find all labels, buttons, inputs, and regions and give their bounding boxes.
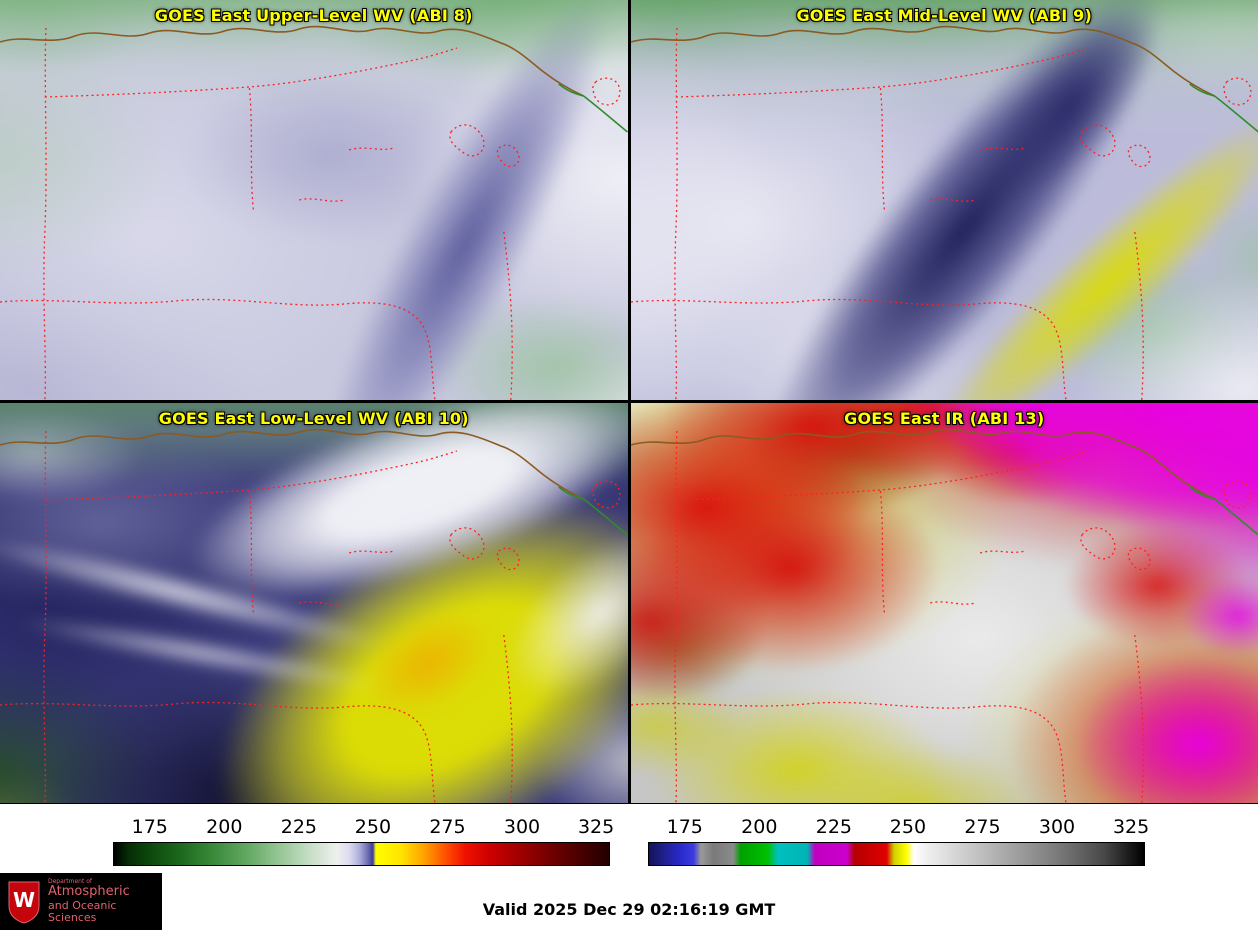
logo-text: Department of Atmospheric and Oceanic Sc… — [48, 877, 155, 925]
ir-tick-label: 175 — [666, 816, 703, 838]
colorbar-section: 175 200 225 250 275 300 325 175 200 225 … — [0, 804, 1258, 873]
panel-title-mid-wv: GOES East Mid-Level WV (ABI 9) — [796, 6, 1093, 25]
wv-colorbar-block: 175 200 225 250 275 300 325 — [113, 816, 615, 873]
ir-tick-label: 250 — [889, 816, 927, 838]
logo-dept-line: Department of — [48, 877, 92, 885]
panel-title-upper-wv: GOES East Upper-Level WV (ABI 8) — [154, 6, 473, 25]
ir-tick-label: 275 — [964, 816, 1001, 838]
satellite-grid: GOES East Upper-Level WV (ABI 8) GOES Ea… — [0, 0, 1258, 804]
ir-colorbar-block: 175 200 225 250 275 300 325 — [648, 816, 1150, 873]
wv-tick-label: 200 — [206, 816, 243, 838]
ir-tick-label: 300 — [1038, 816, 1076, 838]
map-boundaries-overlay — [0, 25, 628, 400]
ir-colorbar-ticks: 175 200 225 250 275 300 325 — [648, 816, 1150, 840]
valid-time-label: Valid 2025 Dec 29 02:16:19 GMT — [482, 900, 776, 919]
panel-upper-level-wv: GOES East Upper-Level WV (ABI 8) — [0, 0, 628, 400]
uw-crest-icon: W — [8, 881, 40, 924]
ir-imagery — [630, 403, 1258, 803]
ir-tick-label: 200 — [741, 816, 778, 838]
mid-wv-imagery — [630, 0, 1258, 400]
map-boundaries-overlay — [0, 428, 628, 803]
panel-title-low-wv: GOES East Low-Level WV (ABI 10) — [158, 409, 469, 428]
crest-letter: W — [13, 888, 35, 912]
wv-tick-label: 325 — [577, 816, 615, 838]
panel-low-level-wv: GOES East Low-Level WV (ABI 10) — [0, 403, 628, 803]
wv-tick-label: 175 — [131, 816, 168, 838]
low-wv-imagery — [0, 403, 628, 803]
logo-title-line2: and Oceanic Sciences — [48, 898, 117, 925]
panel-mid-level-wv: GOES East Mid-Level WV (ABI 9) — [630, 0, 1258, 400]
map-boundaries-overlay — [630, 25, 1258, 400]
ir-colorbar — [648, 842, 1145, 866]
upper-wv-imagery — [0, 0, 628, 400]
wv-colorbar — [113, 842, 610, 866]
wv-tick-label: 225 — [280, 816, 318, 838]
uw-aos-logo: W Department of Atmospheric and Oceanic … — [0, 873, 162, 930]
logo-title-line1: Atmospheric — [48, 884, 130, 900]
wv-colorbar-ticks: 175 200 225 250 275 300 325 — [113, 816, 615, 840]
panel-title-ir: GOES East IR (ABI 13) — [844, 409, 1045, 428]
ir-tick-label: 325 — [1112, 816, 1150, 838]
wv-tick-label: 250 — [354, 816, 392, 838]
panel-ir: GOES East IR (ABI 13) — [630, 403, 1258, 803]
wv-tick-label: 275 — [429, 816, 466, 838]
footer: W Department of Atmospheric and Oceanic … — [0, 873, 1258, 930]
map-boundaries-overlay — [630, 428, 1258, 803]
ir-tick-label: 225 — [815, 816, 853, 838]
wv-tick-label: 300 — [503, 816, 541, 838]
